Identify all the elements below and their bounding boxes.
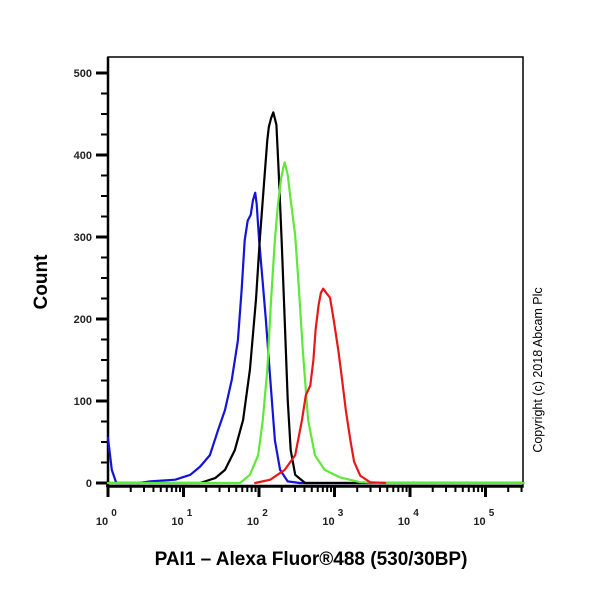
x-tick-exponent: 1	[187, 508, 193, 519]
y-axis-label-text: Count	[31, 254, 52, 310]
y-tick-label: 100	[74, 396, 92, 408]
y-axis: 0 100 200 300 400 500	[74, 68, 108, 490]
x-tick-label: 10	[171, 516, 183, 528]
x-tick-exponent: 3	[338, 508, 344, 519]
plot-frame	[106, 56, 524, 489]
y-tick-label: 200	[74, 314, 92, 326]
y-tick-label: 400	[74, 150, 92, 162]
x-tick-exponent: 5	[489, 508, 495, 519]
x-tick-exponent: 4	[413, 508, 419, 519]
series-black-curve	[106, 111, 525, 485]
copyright-annotation: Copyright (c) 2018 Abcam Plc	[526, 240, 550, 500]
x-tick-label: 10	[322, 516, 334, 528]
y-tick-label: 300	[74, 232, 92, 244]
plot-border	[107, 56, 524, 488]
x-tick-exponent: 2	[262, 508, 268, 519]
series-blue-curve	[106, 191, 525, 485]
series-green-curve	[106, 161, 525, 485]
x-axis-label: PAI1 – Alexa Fluor®488 (530/30BP)	[154, 549, 468, 570]
series-red-curve	[254, 287, 387, 485]
x-tick-label: 10	[473, 516, 485, 528]
x-tick-label: 10	[247, 516, 259, 528]
y-axis-label: Count	[12, 232, 72, 332]
x-tick-label: 10	[96, 516, 108, 528]
copyright-text: Copyright (c) 2018 Abcam Plc	[531, 287, 545, 453]
x-tick-label: 10	[398, 516, 410, 528]
series-layer	[106, 111, 525, 485]
y-tick-label: 0	[86, 478, 92, 490]
y-tick-label: 500	[74, 68, 92, 80]
x-tick-exponent: 0	[111, 508, 117, 519]
